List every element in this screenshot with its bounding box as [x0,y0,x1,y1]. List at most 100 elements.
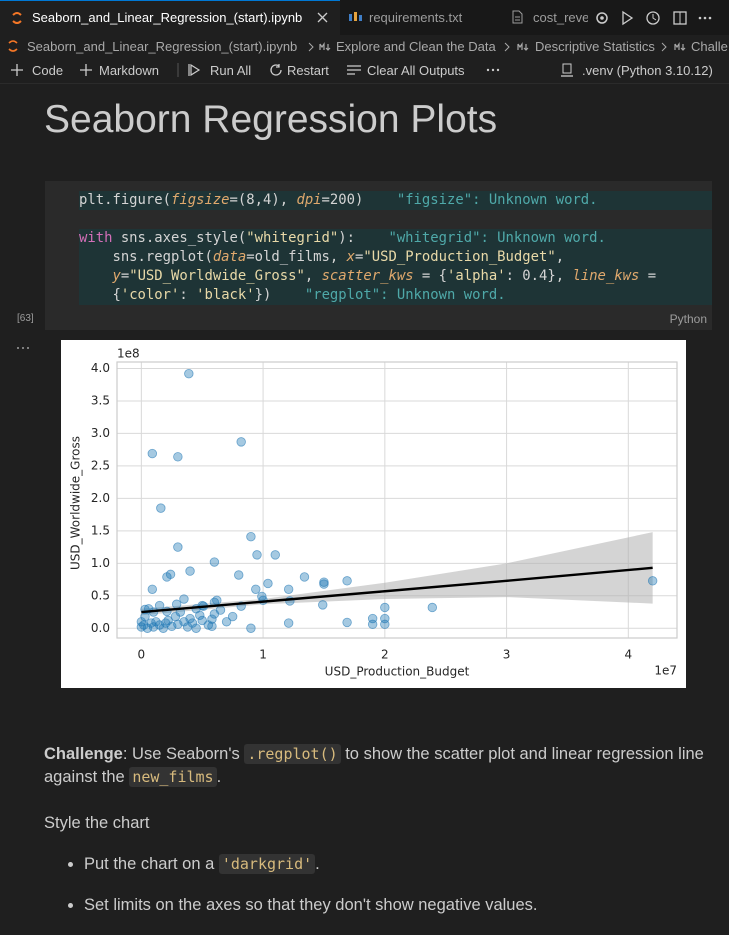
code-token: =(8,4), [229,192,297,208]
active-tab[interactable] [0,0,340,36]
y-tick-label: 0.0 [91,621,110,635]
tab-label[interactable]: Seaborn_and_Linear_Regression_(start).ip… [32,10,303,25]
code-token: sns.axes_style( [112,230,247,246]
scatter-point [163,615,173,626]
scatter-point [173,542,183,552]
code-line: y="USD_Worldwide_Gross", scatter_kws = {… [79,267,712,286]
scatter-point [154,600,165,611]
scatter-point [185,566,195,576]
kernel-icon [561,63,573,77]
tab-label[interactable]: cost_reve [533,10,588,25]
y-tick-label: 2.5 [91,458,110,472]
breadcrumb-item[interactable]: Descriptive Statistics [535,39,655,54]
code-token: with [79,230,113,246]
paragraph: Challenge: Use Seaborn's .regplot() to s… [44,743,729,789]
scatter-point [234,570,244,580]
y-tick-label: 3.5 [91,393,110,407]
text-run: Set limits on the axes so that they don'… [84,896,538,914]
code-line: {'color': 'black'}) "regplot": Unknown w… [79,286,712,305]
jupyter-icon [12,12,22,24]
scatter-point [185,613,195,624]
code-line: sns.regplot(data=old_films, x="USD_Produ… [79,248,712,267]
close-icon[interactable] [317,12,328,23]
x-tick-label: 3 [503,648,511,662]
kernel-picker[interactable]: .venv (Python 3.10.12) [582,63,713,78]
scatter-point [252,550,262,560]
clear-outputs-button[interactable]: Clear All Outputs [367,63,465,78]
y-offset-label: 1e8 [117,347,140,361]
scatter-point [342,617,352,628]
toolbar-icons [11,63,500,77]
text-run: . [216,768,222,786]
breadcrumb-item[interactable]: Seaborn_and_Linear_Regression_(start).ip… [27,39,298,54]
code-token: dpi [296,192,322,208]
scatter-point [319,579,329,589]
output-menu[interactable] [16,346,30,350]
code-editor[interactable]: plt.figure(figsize=(8,4), dpi=200) "figs… [79,191,712,305]
inline-code: new_films [129,767,217,787]
run-all-button[interactable]: Run All [210,63,252,78]
breadcrumb: Seaborn_and_Linear_Regression_(start).ip… [0,35,729,57]
vscode-window: Seaborn_and_Linear_Regression_(start).ip… [0,0,729,884]
scatter-point [156,503,166,513]
code-token: : 0.4}, [505,268,573,284]
y-tick-label: 2.0 [91,491,110,505]
jupyter-icon [8,40,18,52]
code-token: figsize [171,192,230,208]
code-token: line_kws [572,268,640,284]
code-token [79,268,112,284]
inline-code: .regplot() [244,744,341,764]
scatter-point [187,618,198,628]
y-tick-label: 1.5 [91,523,110,537]
code-token: data [212,249,247,265]
scatter-point [283,618,294,628]
text-run: to show the scatter plot and linear regr… [44,745,704,786]
code-token: y [112,268,121,284]
cell-language[interactable]: Python [669,312,707,326]
code-token: =200) [321,192,364,208]
code-token: "whitegrid": Unknown word. [355,230,606,246]
scatter-point [147,448,158,459]
add-code-button[interactable]: Code [32,63,64,78]
code-token: = { [413,268,448,284]
code-line: with sns.axes_style("whitegrid"): "white… [79,229,712,248]
markdown-heading: Seaborn Regression Plots [44,98,498,141]
scatter-point [427,602,438,613]
breadcrumb-item[interactable]: Challe [691,39,728,54]
scatter-point [342,576,352,586]
code-token: 'alpha' [447,268,506,284]
code-token: = [355,249,364,265]
scatter-point [136,617,147,627]
y-tick-label: 3.0 [91,426,110,440]
bullet-item: Set limits on the axes so that they don'… [84,894,729,917]
scatter-point [380,602,390,613]
tab-label[interactable]: requirements.txt [369,10,463,25]
scatter-point [647,576,658,586]
breadcrumb-item[interactable]: Explore and Clean the Data [336,39,496,54]
code-token: = [639,268,657,284]
tab-bar: Seaborn_and_Linear_Regression_(start).ip… [0,0,729,36]
regression-line [141,566,653,614]
code-token: "whitegrid" [246,230,339,246]
editor-actions[interactable] [594,9,719,27]
execution-count: [63] [17,313,34,324]
scatter-point [162,606,172,617]
scatter-point [246,623,256,633]
x-tick-label: 2 [381,648,389,662]
y-tick-label: 0.5 [91,588,110,602]
add-markdown-button[interactable]: Markdown [99,63,159,78]
markdown-cell: Challenge: Use Seaborn's .regplot() to s… [44,743,729,935]
y-tick-label: 4.0 [91,361,110,375]
scatter-point [221,617,232,627]
scatter-point [209,557,220,567]
restart-button[interactable]: Restart [287,63,329,78]
scatter-point [162,572,172,582]
code-token: "figsize": Unknown word. [363,192,598,208]
text-run: . [315,855,320,873]
chart: 1e8 1e7 USD_Production_Budget USD_Worldw… [61,340,686,688]
scatter-point [207,614,217,624]
scatter-point [207,621,217,632]
scatter-point [184,368,194,379]
scatter-point [236,437,246,447]
code-token: { [79,287,121,303]
